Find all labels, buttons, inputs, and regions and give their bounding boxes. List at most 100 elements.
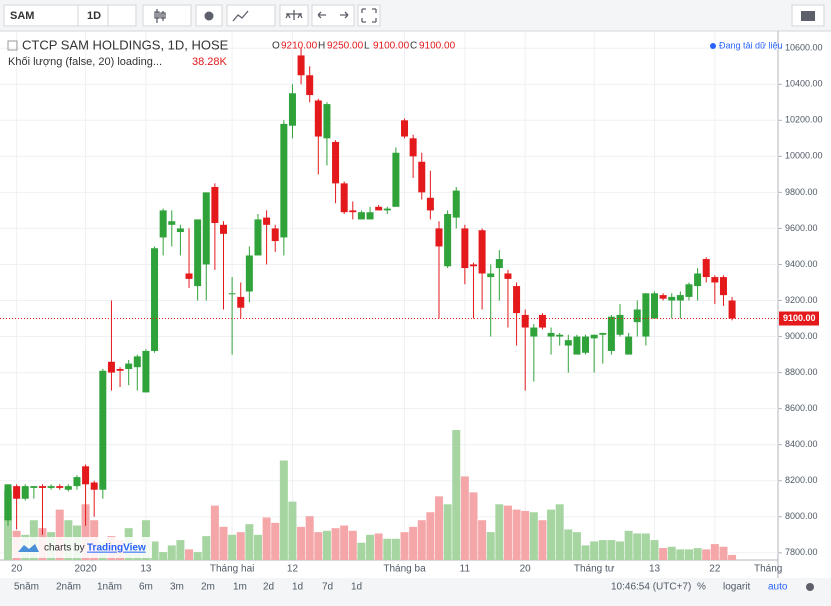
volume-bar (176, 540, 185, 560)
y-tick-label: 8200.00 (785, 475, 818, 485)
settings-icon[interactable] (806, 583, 814, 591)
ohlc-key: H (318, 41, 325, 52)
range-button[interactable]: 6m (139, 582, 153, 593)
candle-body (392, 152, 400, 207)
volume-bar (159, 552, 168, 560)
x-tick-label: Tháng ba (383, 564, 426, 575)
y-tick-label: 9400.00 (785, 259, 818, 269)
candle-body (719, 277, 727, 296)
candle-body (564, 340, 572, 346)
candle-body (56, 486, 64, 488)
candle-body (116, 368, 124, 371)
volume-bar (400, 532, 409, 560)
ohlc-key: O (272, 41, 280, 52)
volume-bar (650, 540, 659, 560)
auto-toggle[interactable]: auto (768, 582, 788, 593)
candle-body (418, 161, 426, 193)
candle-body (590, 334, 598, 339)
volume-bar (167, 545, 176, 560)
undo-redo[interactable] (311, 4, 355, 27)
candle-body (125, 363, 133, 369)
candle-body (297, 55, 305, 76)
ohlc-value: 9100.00 (419, 41, 456, 52)
candle-body (426, 197, 434, 211)
volume-bar (426, 512, 435, 560)
range-button[interactable]: 2m (201, 582, 215, 593)
volume-bar (185, 549, 194, 560)
indicators-button[interactable] (226, 4, 276, 27)
clock: 10:46:54 (UTC+7) (611, 582, 691, 593)
volume-bar (435, 496, 443, 560)
candle-body (237, 296, 245, 308)
candle-icon (154, 9, 166, 23)
volume-bar (529, 512, 538, 560)
y-tick-label: 8600.00 (785, 403, 818, 413)
volume-bar (607, 540, 616, 560)
range-button[interactable]: 3m (170, 582, 184, 593)
candle-body (469, 264, 477, 267)
series-title: CTCP SAM HOLDINGS, 1D, HOSE (22, 37, 229, 52)
candle-body (633, 309, 641, 323)
volume-bar (331, 528, 340, 560)
candle-body (168, 221, 176, 225)
x-edge-label: Tháng (754, 564, 782, 575)
interval-menu[interactable] (107, 4, 137, 27)
x-tick-label: 12 (287, 564, 299, 575)
volume-bar (374, 533, 383, 560)
candle-body (668, 296, 676, 301)
range-button[interactable]: 2d (263, 582, 274, 593)
log-toggle[interactable]: logarit (723, 582, 750, 593)
candle-body (702, 259, 710, 278)
interval: 1D (87, 10, 101, 22)
candle-body (64, 486, 72, 490)
volume-bar (564, 529, 573, 560)
y-tick-label: 10400.00 (785, 79, 823, 89)
range-button[interactable]: 7d (322, 582, 333, 593)
volume-bar (693, 548, 702, 560)
chart-style-button[interactable] (142, 4, 192, 27)
volume-bar (81, 504, 90, 560)
candle-body (332, 141, 340, 184)
percent-toggle[interactable]: % (697, 582, 706, 593)
volume-bar (702, 549, 711, 560)
range-button[interactable]: 5năm (14, 582, 39, 593)
range-button[interactable]: 2năm (56, 582, 81, 593)
volume-bar (641, 533, 650, 560)
watermark-brand[interactable]: TradingView (87, 543, 146, 554)
ohlc-key: L (364, 41, 370, 52)
candle-body (349, 210, 357, 213)
fullscreen-button[interactable] (357, 4, 381, 27)
volume-bar (616, 541, 625, 560)
volume-bar (598, 540, 607, 560)
x-tick-label: 20 (520, 564, 532, 575)
range-button[interactable]: 1d (292, 582, 303, 593)
candle-body (194, 219, 202, 287)
candle-body (375, 206, 383, 211)
candle-body (220, 224, 227, 234)
volume-bar (460, 476, 469, 560)
candle-body (685, 284, 693, 297)
candle-body (133, 356, 141, 368)
candle-body (47, 486, 55, 488)
candle-body (538, 314, 546, 328)
candle-body (73, 477, 81, 487)
candle-body (556, 334, 564, 337)
compare-icon (285, 10, 303, 20)
x-tick-label: 20 (11, 564, 23, 575)
candle-body (521, 314, 529, 328)
volume-bar (719, 546, 728, 560)
undo-icon (317, 11, 349, 19)
volume-bar (228, 534, 237, 560)
candle-body (314, 100, 322, 137)
candle-body (461, 228, 469, 269)
candle-body (573, 336, 581, 355)
collapse-icon[interactable] (7, 40, 18, 51)
range-button[interactable]: 1d (351, 582, 362, 593)
ohlc-value: 9210.00 (281, 41, 318, 52)
volume-bar (538, 520, 547, 560)
range-button[interactable]: 1m (233, 582, 247, 593)
range-button[interactable]: 1năm (97, 582, 122, 593)
candle-body (694, 273, 702, 287)
volume-bar (55, 509, 64, 560)
